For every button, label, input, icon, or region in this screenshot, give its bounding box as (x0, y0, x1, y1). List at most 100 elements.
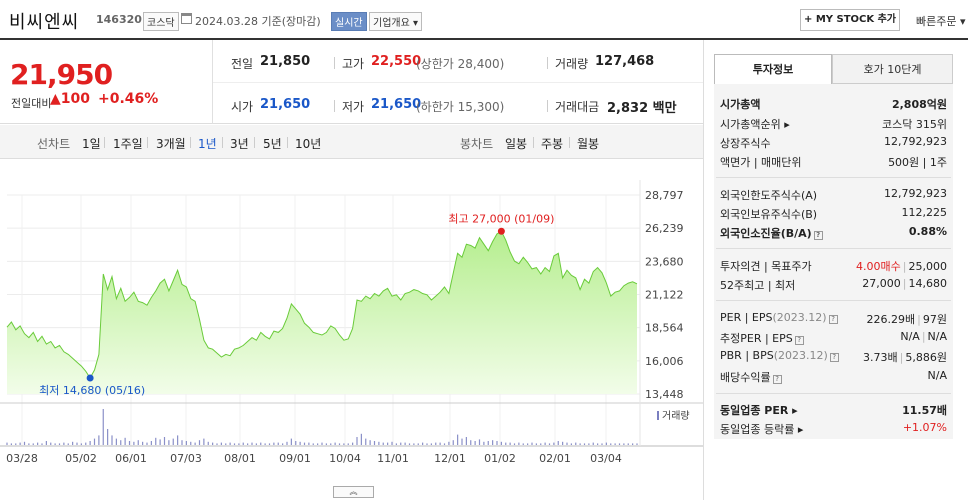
volume-bar (63, 442, 65, 445)
info-row-est-per: 추정PER | EPS? N/A | N/A (720, 330, 947, 345)
info-row-industry-change[interactable]: 동일업종 등락률 ▸ +1.07% (720, 421, 947, 436)
y-tick-label: 28,797 (645, 189, 684, 202)
tab-1w[interactable]: 1주일 (113, 137, 143, 151)
quick-order-button[interactable]: 빠른주문 ▾ (916, 15, 966, 28)
divider (212, 40, 213, 124)
realtime-button[interactable]: 실시간 (331, 12, 367, 31)
volume-bar (457, 434, 459, 445)
volume-bar (229, 442, 231, 445)
tab-monthly[interactable]: 월봉 (577, 137, 600, 151)
prev-close-label: 전일 (231, 57, 254, 71)
volume-bar (185, 441, 187, 445)
y-tick-label: 26,239 (645, 222, 684, 235)
price-line (6, 230, 638, 379)
volume-bar (483, 441, 485, 445)
open-value: 21,650 (260, 97, 311, 112)
tab-5y[interactable]: 5년 (263, 137, 282, 151)
volume-bar (540, 443, 542, 445)
price-chart[interactable]: 28,797 26,239 23,680 21,122 18,564 16,006 13,4… (0, 160, 703, 486)
volume-bar (124, 437, 126, 445)
tab-3y[interactable]: 3년 (230, 137, 249, 151)
volume-bar (76, 442, 78, 445)
separator (569, 137, 570, 148)
volume-bar (505, 442, 507, 445)
volume-bar (181, 440, 183, 445)
volume-bar (247, 443, 249, 445)
tab-order-book[interactable]: 호가 10단계 (832, 54, 953, 84)
amount-label: 거래대금 (555, 100, 600, 114)
add-mystock-button[interactable]: + MY STOCK 추가 (800, 9, 900, 31)
volume-bar (233, 443, 236, 445)
info-row-foreign-holding: 외국인보유주식수(B) 112,225 (720, 206, 947, 221)
volume-bar (496, 441, 498, 445)
divider (716, 177, 951, 178)
volume-bar (155, 437, 157, 445)
info-row-market-cap-rank[interactable]: 시가총액순위 ▸ 코스닥 315위 (720, 118, 947, 131)
base-date: 2024.03.28 기준(장마감) (195, 15, 321, 28)
x-tick-label: 01/02 (484, 452, 516, 465)
low-label: 저가 (342, 100, 365, 114)
price-panel (0, 40, 703, 124)
volume-bar (177, 435, 179, 445)
volume-bar (614, 443, 616, 445)
volume-bar (264, 443, 266, 445)
help-icon[interactable]: ? (829, 353, 839, 362)
volume-label: 거래량 (555, 57, 589, 71)
help-icon[interactable]: ? (772, 375, 782, 384)
volume-bar (98, 435, 100, 445)
volume-bar (632, 443, 634, 445)
volume-bar (203, 438, 205, 445)
separator (334, 100, 335, 112)
divider (716, 300, 951, 301)
volume-bar (422, 442, 424, 445)
change-percent: +0.46% (98, 91, 159, 107)
volume-bar (352, 442, 354, 445)
x-tick-label: 10/04 (329, 452, 361, 465)
volume-bar (290, 438, 292, 445)
tab-daily[interactable]: 일봉 (505, 137, 528, 151)
volume-bar (317, 443, 319, 445)
volume-bar (360, 433, 362, 445)
tab-3m[interactable]: 3개월 (156, 137, 186, 151)
volume-bar (111, 435, 113, 445)
help-icon[interactable]: ? (828, 315, 838, 324)
volume-bar (636, 443, 638, 445)
candle-chart-label: 봉차트 (460, 137, 494, 151)
info-row-foreign-limit: 외국인한도주식수(A) 12,792,923 (720, 187, 947, 202)
volume-bar (553, 442, 555, 445)
tab-1d[interactable]: 1일 (82, 137, 101, 151)
volume-bar (548, 443, 551, 445)
amount-value: 2,832 백만 (607, 101, 677, 116)
volume-bar (93, 438, 96, 445)
tab-weekly[interactable]: 주봉 (541, 137, 564, 151)
volume-bar (150, 441, 152, 445)
volume-bar (474, 441, 476, 445)
info-row-industry-per[interactable]: 동일업종 PER ▸ 11.57배 (720, 404, 947, 417)
collapse-chart-button[interactable]: ︽ (333, 486, 374, 498)
volume-bar (295, 441, 297, 445)
x-tick-label: 03/28 (6, 452, 38, 465)
volume-bar (163, 437, 166, 445)
help-icon[interactable]: ? (794, 336, 804, 345)
volume-bar (627, 443, 629, 445)
volume-bar (312, 443, 314, 445)
volume-bar (120, 440, 122, 445)
help-icon[interactable]: ? (813, 231, 823, 240)
price-area (7, 231, 637, 394)
volume-value: 127,468 (595, 54, 655, 69)
tab-invest-info[interactable]: 투자정보 (714, 54, 832, 84)
tab-10y[interactable]: 10년 (295, 137, 322, 151)
volume-bar (19, 442, 21, 445)
company-info-dropdown[interactable]: 기업개요 ▾ (369, 12, 422, 31)
volume-bar (465, 437, 467, 445)
volume-bar (562, 441, 564, 445)
info-row-market-cap: 시가총액 2,808억원 (720, 98, 947, 111)
x-tick-label: 12/01 (434, 452, 466, 465)
separator (334, 57, 335, 69)
volume-bar (85, 442, 87, 445)
tab-1y[interactable]: 1년 (198, 137, 217, 151)
low-value: 21,650 (371, 97, 422, 112)
volume-bar (32, 443, 34, 445)
volume-bar (172, 438, 174, 445)
volume-bar (321, 442, 323, 445)
